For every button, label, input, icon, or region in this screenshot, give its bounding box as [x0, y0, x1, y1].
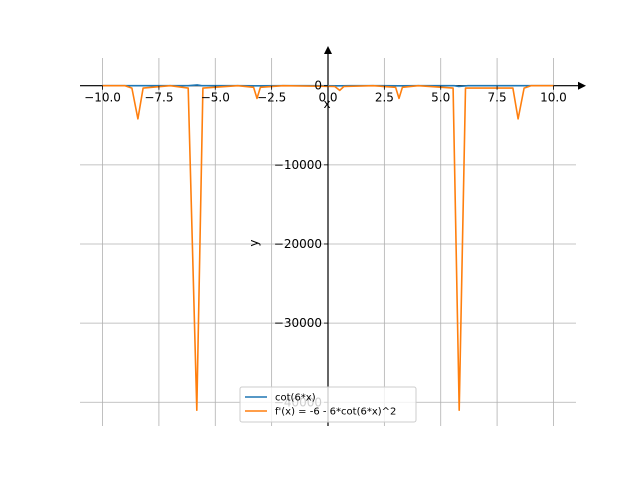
x-tick-label: 5.0 [431, 91, 450, 105]
x-tick-label: 10.0 [540, 91, 567, 105]
legend-label-0: cot(6*x) [275, 393, 316, 404]
x-tick-label: 0.0 [318, 91, 337, 105]
y-tick-label: −10000 [274, 158, 322, 172]
x-axis-arrow [578, 81, 586, 90]
y-tick-label: −30000 [274, 316, 322, 330]
x-tick-label: −2.5 [257, 91, 286, 105]
x-tick-label: 7.5 [488, 91, 507, 105]
y-tick-label: −20000 [274, 237, 322, 251]
x-tick-label: −7.5 [144, 91, 173, 105]
legend-label-1: f'(x) = -6 - 6*cot(6*x)^2 [275, 407, 396, 418]
x-axis-label: x [323, 97, 330, 111]
legend-box [239, 386, 417, 423]
tick-labels: −10.0 −7.5 −5.0 −2.5 0.0 2.5 5.0 7.5 10.0 0 −10000… [84, 79, 567, 410]
x-tick-label: −5.0 [201, 91, 230, 105]
x-tick-label: 2.5 [375, 91, 394, 105]
legend: cot(6*x) f'(x) = -6 - 6*cot(6*x)^2 [239, 386, 417, 423]
series-layer [102, 84, 554, 412]
y-axis-arrow [324, 46, 332, 54]
series-line-1 [102, 84, 554, 412]
y-axis-label: y [247, 239, 261, 246]
y-tick-label: 0 [314, 79, 322, 93]
x-tick-label: −10.0 [84, 91, 121, 105]
